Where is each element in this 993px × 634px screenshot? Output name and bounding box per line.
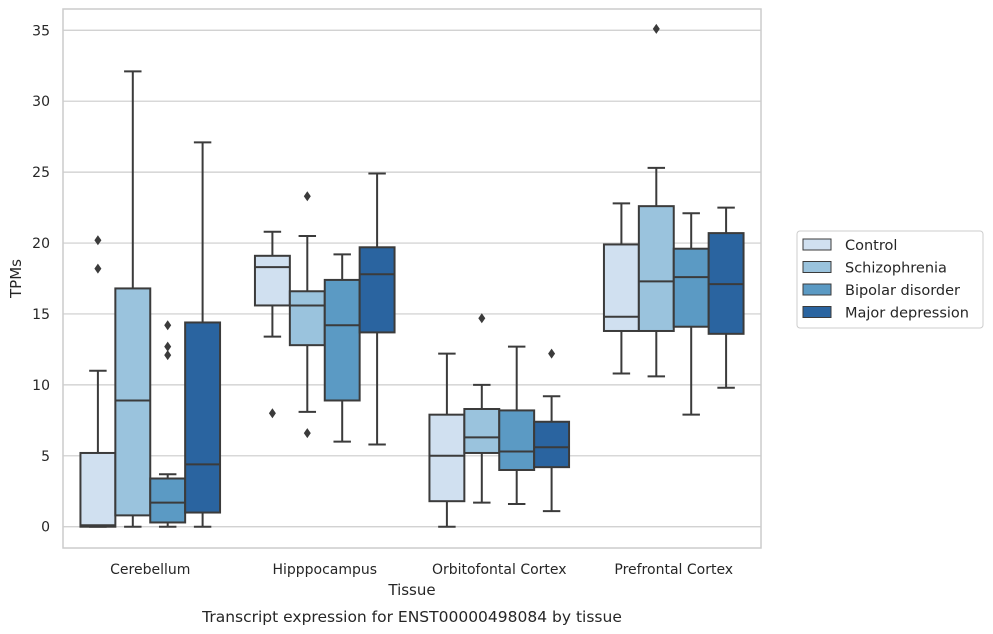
y-tick-label: 0 bbox=[41, 520, 50, 536]
box-iqr bbox=[79, 451, 117, 528]
box-schizophrenia bbox=[288, 191, 326, 439]
x-tick-label: Orbitofontal Cortex bbox=[432, 562, 567, 578]
y-tick-label: 15 bbox=[32, 307, 50, 323]
x-axis-label: Tissue bbox=[387, 581, 435, 599]
box-bipolar-disorder bbox=[672, 212, 710, 416]
box-control bbox=[428, 352, 466, 528]
box-major-depression bbox=[707, 206, 745, 389]
box-control bbox=[602, 202, 640, 375]
box-plot-series bbox=[79, 23, 745, 528]
box-iqr bbox=[288, 290, 326, 347]
outlier-point bbox=[268, 408, 276, 419]
y-axis-ticks: 0 5 10 15 20 25 30 35 bbox=[32, 23, 50, 535]
box-iqr bbox=[602, 243, 640, 332]
legend-label: Bipolar disorder bbox=[845, 283, 960, 299]
outlier-point bbox=[303, 428, 311, 439]
outlier-point bbox=[652, 23, 660, 34]
x-axis-ticks: Cerebellum Hipppocampus Orbitofontal Corte… bbox=[110, 562, 733, 578]
legend-swatch bbox=[802, 261, 832, 273]
box-iqr bbox=[498, 409, 536, 471]
box-bipolar-disorder bbox=[149, 320, 187, 528]
box-iqr bbox=[253, 254, 291, 307]
legend: Control Schizophrenia Bipolar disorder Majo… bbox=[796, 230, 984, 329]
outlier-point bbox=[548, 348, 556, 359]
y-tick-label: 30 bbox=[32, 94, 50, 110]
box-major-depression bbox=[358, 172, 396, 446]
box-bipolar-disorder bbox=[498, 345, 536, 506]
y-tick-label: 20 bbox=[32, 236, 50, 252]
box-iqr bbox=[428, 413, 466, 503]
outlier-point bbox=[164, 320, 172, 331]
box-iqr bbox=[114, 287, 152, 517]
box-iqr bbox=[323, 278, 361, 402]
outlier-point bbox=[94, 235, 102, 246]
y-tick-label: 5 bbox=[41, 449, 50, 465]
outlier-point bbox=[478, 313, 486, 324]
box-iqr bbox=[149, 477, 187, 524]
x-tick-label: Prefrontal Cortex bbox=[614, 562, 733, 578]
x-tick-label: Cerebellum bbox=[110, 562, 190, 578]
box-schizophrenia bbox=[463, 313, 501, 504]
outlier-point bbox=[303, 191, 311, 202]
y-tick-label: 25 bbox=[32, 165, 50, 181]
legend-label: Control bbox=[845, 238, 897, 254]
grid-lines bbox=[63, 29, 761, 528]
box-iqr bbox=[358, 246, 396, 334]
y-tick-label: 10 bbox=[32, 378, 50, 394]
box-iqr bbox=[672, 247, 710, 328]
legend-label: Schizophrenia bbox=[845, 261, 947, 277]
outlier-point bbox=[94, 263, 102, 274]
legend-swatch bbox=[802, 238, 832, 251]
legend-label: Major depression bbox=[845, 306, 969, 322]
box-schizophrenia bbox=[637, 23, 675, 378]
outlier-point bbox=[164, 341, 172, 352]
legend-swatch bbox=[802, 306, 832, 318]
box-major-depression bbox=[184, 141, 222, 528]
box-bipolar-disorder bbox=[323, 253, 361, 443]
box-control bbox=[253, 230, 291, 419]
y-axis-label: TPMs bbox=[7, 259, 25, 299]
box-iqr bbox=[184, 321, 222, 514]
legend-swatch bbox=[802, 283, 832, 296]
box-schizophrenia bbox=[114, 70, 152, 528]
box-major-depression bbox=[533, 348, 571, 513]
box-iqr bbox=[463, 407, 501, 454]
outlier-point bbox=[164, 350, 172, 361]
box-iqr bbox=[637, 205, 675, 332]
legend-frame bbox=[796, 230, 984, 329]
y-tick-label: 35 bbox=[32, 23, 50, 39]
x-tick-label: Hipppocampus bbox=[272, 562, 377, 578]
box-iqr bbox=[533, 420, 571, 469]
plot-frame bbox=[62, 8, 762, 549]
chart-caption: Transcript expression for ENST0000049808… bbox=[201, 608, 622, 626]
box-control bbox=[79, 235, 117, 528]
